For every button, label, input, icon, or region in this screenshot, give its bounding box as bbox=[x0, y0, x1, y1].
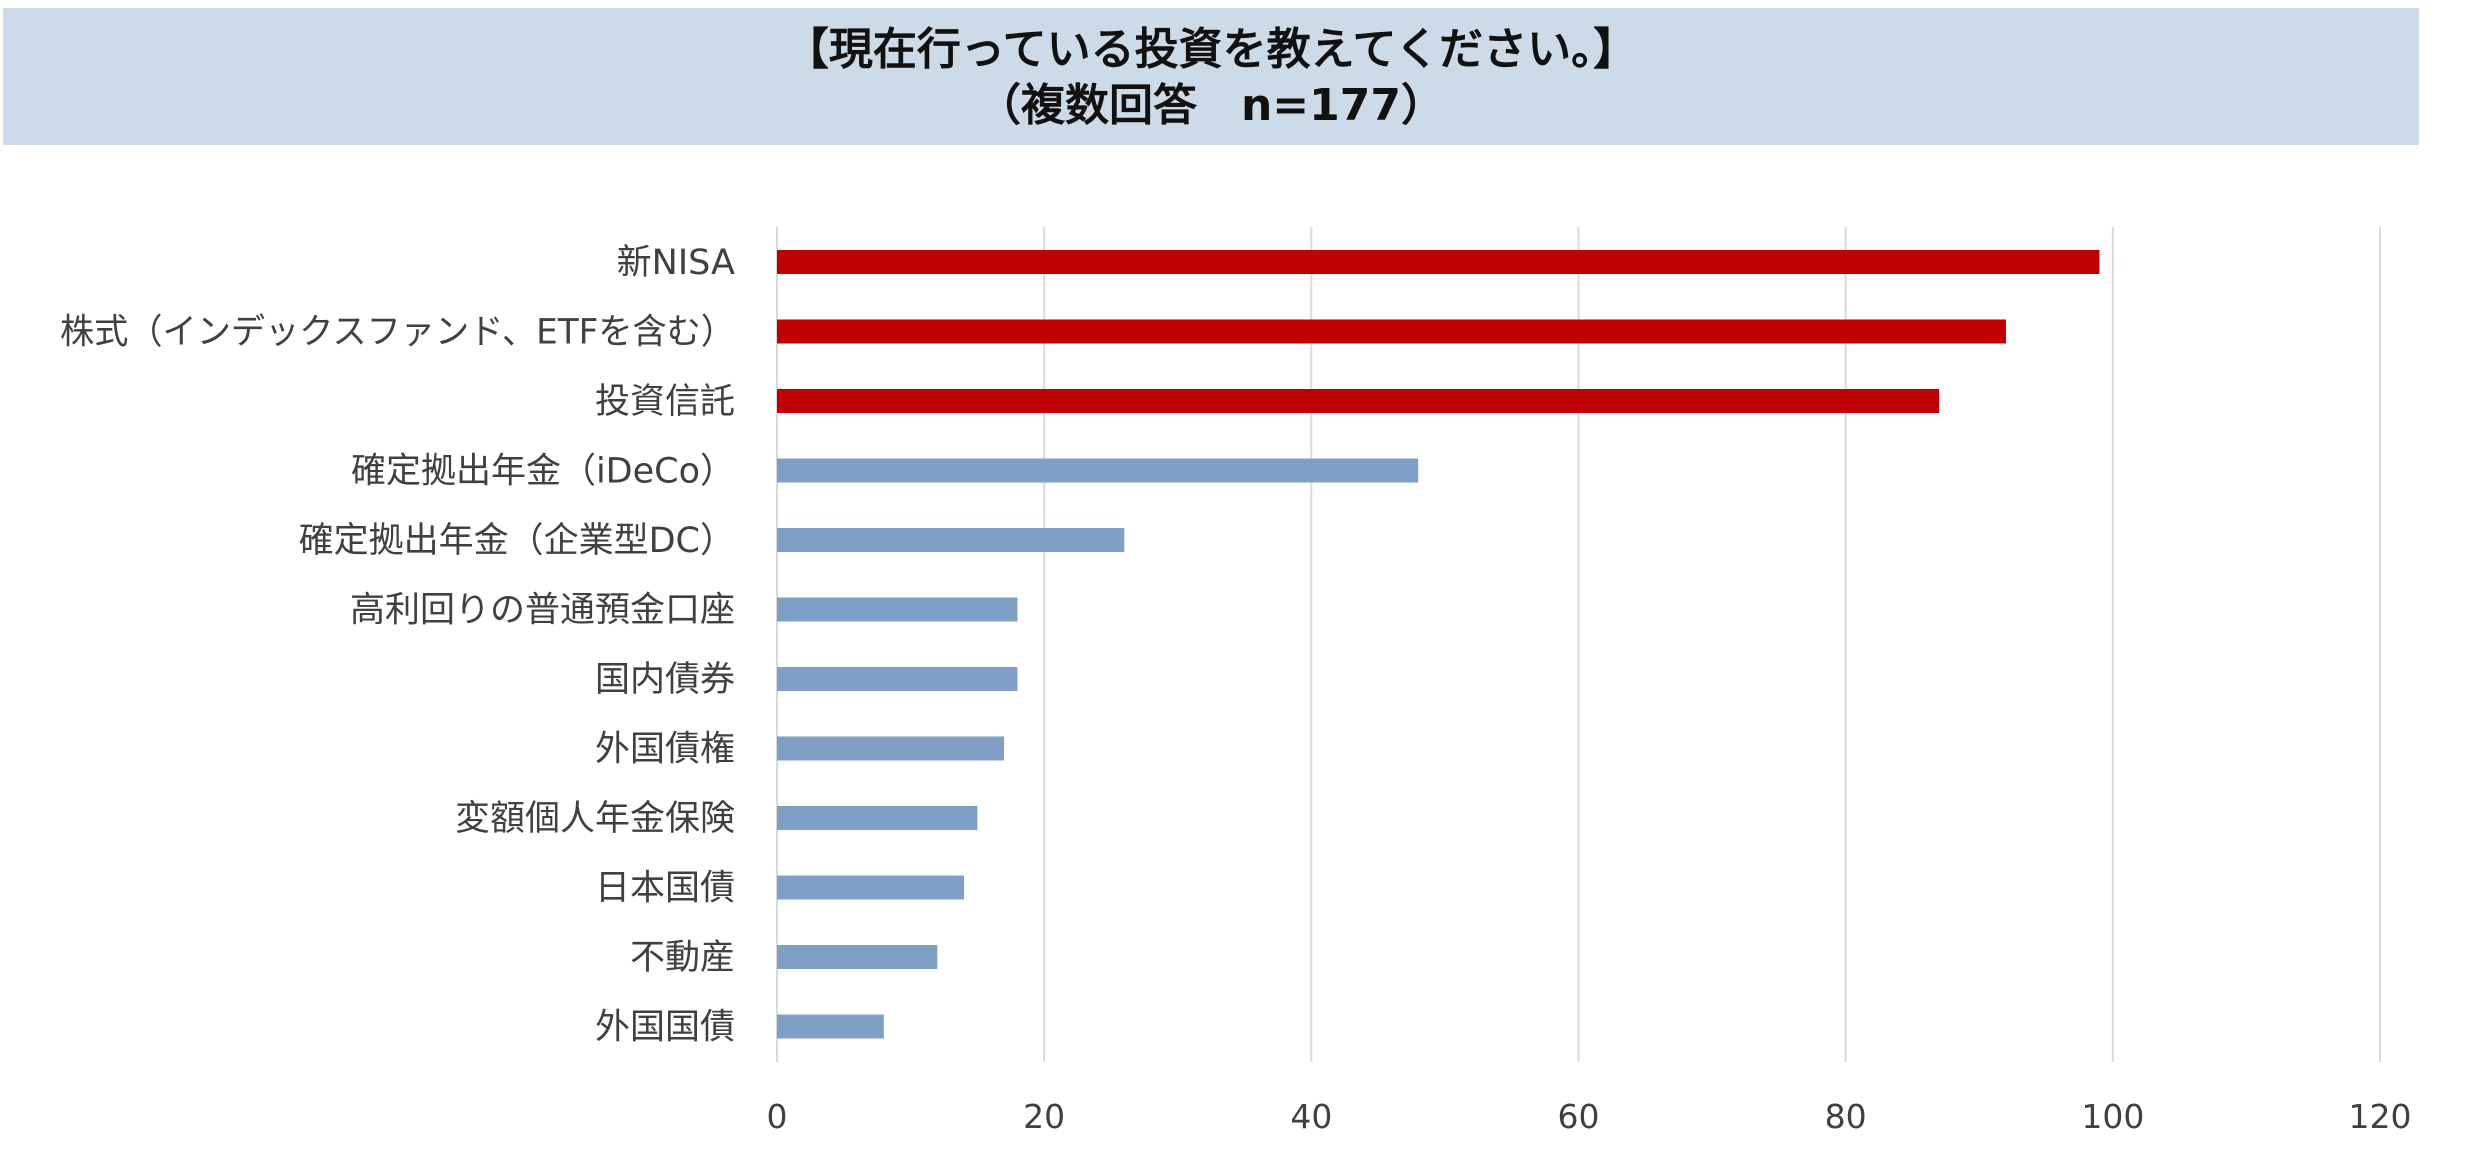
bar bbox=[777, 806, 978, 830]
x-tick-label: 80 bbox=[1825, 1097, 1867, 1136]
category-label: 確定拠出年金（iDeCo） bbox=[351, 452, 735, 492]
bar bbox=[777, 736, 1005, 761]
category-label: 外国国債 bbox=[595, 1008, 735, 1048]
category-label: 確定拠出年金（企業型DC） bbox=[299, 521, 735, 561]
bar bbox=[777, 945, 938, 969]
category-label: 外国債権 bbox=[595, 730, 735, 770]
x-tick-label: 60 bbox=[1558, 1097, 1600, 1136]
chart-subtitle: （複数回答 n=177） bbox=[976, 80, 1446, 131]
x-axis-tick-labels: 0 20 40 60 80 100 120 bbox=[767, 1097, 2412, 1136]
bar bbox=[777, 250, 2100, 274]
category-label: 株式（インデックスファンド、ETFを含む） bbox=[60, 313, 735, 353]
category-labels: 新NISA 株式（インデックスファンド、ETFを含む） 投資信託確定拠出年金（iDe… bbox=[60, 243, 735, 1048]
category-label: 不動産 bbox=[630, 938, 735, 978]
bar bbox=[777, 528, 1125, 552]
bar bbox=[777, 319, 2006, 344]
bar bbox=[777, 389, 1940, 413]
bar bbox=[777, 597, 1018, 622]
category-label: 投資信託 bbox=[595, 382, 735, 422]
category-label: 国内債券 bbox=[595, 660, 735, 700]
bars bbox=[777, 250, 2100, 1039]
category-label: 高利回りの普通預金口座 bbox=[350, 591, 735, 631]
x-tick-label: 0 bbox=[767, 1097, 788, 1136]
category-label: 変額個人年金保険 bbox=[455, 799, 735, 839]
x-tick-label: 120 bbox=[2349, 1097, 2412, 1136]
bar bbox=[777, 667, 1018, 691]
category-label: 日本国債 bbox=[595, 869, 735, 909]
bar bbox=[777, 1014, 884, 1039]
chart-title: 【現在行っている投資を教えてください。】 bbox=[784, 24, 1638, 75]
bar bbox=[777, 458, 1419, 483]
gridlines bbox=[776, 227, 2381, 1062]
x-tick-label: 40 bbox=[1290, 1097, 1332, 1136]
title-banner: 【現在行っている投資を教えてください。】 （複数回答 n=177） bbox=[3, 8, 2419, 145]
x-tick-label: 20 bbox=[1023, 1097, 1065, 1136]
bar bbox=[777, 875, 965, 900]
x-tick-label: 100 bbox=[2081, 1097, 2144, 1136]
category-label: 新NISA bbox=[617, 243, 735, 283]
